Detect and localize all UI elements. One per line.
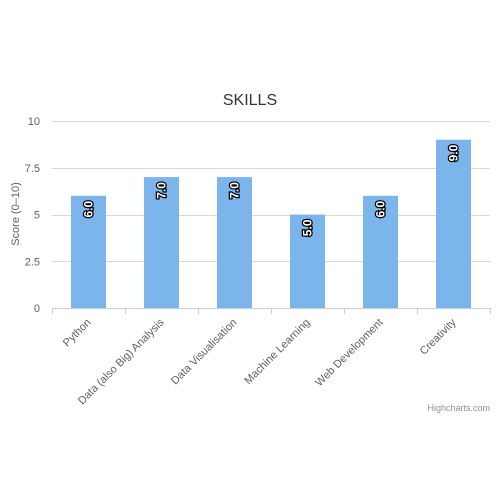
y-tick-label: 2.5 [25, 256, 40, 268]
chart-title: SKILLS [223, 92, 277, 109]
bar[interactable] [289, 214, 326, 309]
bar[interactable] [216, 177, 253, 308]
x-tick-label: Python [61, 317, 94, 350]
x-tick-label: Data Visualisation [169, 317, 240, 388]
x-axis-ticks [52, 308, 491, 314]
x-tick-label: Data (also Big) Analysis [76, 316, 167, 407]
x-tick-label: Creativity [418, 316, 459, 357]
y-axis-label: Score (0–10) [10, 182, 22, 246]
data-label: 6.0 [82, 200, 96, 217]
bar[interactable] [70, 195, 107, 308]
x-tick-label: Web Development [313, 317, 385, 389]
y-tick-label: 5 [34, 210, 40, 222]
bar[interactable] [143, 177, 180, 308]
bar[interactable] [435, 139, 472, 308]
y-tick-label: 10 [28, 116, 40, 128]
data-label: 5.0 [301, 219, 315, 236]
data-label: 7.0 [155, 182, 169, 199]
bars [70, 139, 472, 309]
bar[interactable] [362, 195, 399, 308]
data-labels: 6.0 7.0 7.0 5.0 6.0 9.0 [80, 143, 462, 237]
y-axis-ticks: 0 2.5 5 7.5 10 [25, 116, 40, 315]
y-tick-label: 7.5 [25, 163, 40, 175]
x-tick-label: Machine Learning [242, 317, 312, 387]
data-label: 6.0 [374, 200, 388, 217]
y-tick-label: 0 [34, 303, 40, 315]
data-label: 7.0 [228, 182, 242, 199]
gridlines [52, 121, 490, 262]
data-label: 9.0 [447, 144, 461, 161]
credits-link[interactable]: Highcharts.com [427, 403, 490, 413]
